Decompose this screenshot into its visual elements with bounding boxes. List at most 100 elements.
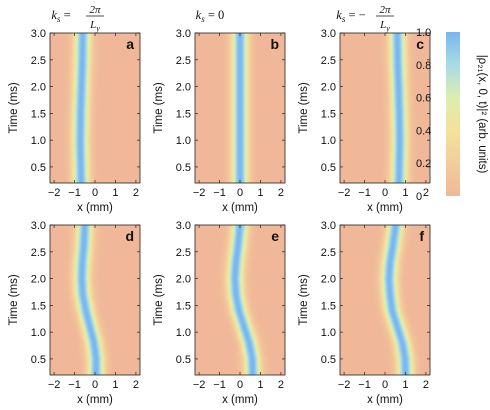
- panel-letter: a: [126, 36, 134, 52]
- y-axis-label: Time (ms): [298, 274, 310, 325]
- fraction-numerator: 2π: [379, 4, 391, 16]
- x-tick-label: −2: [338, 187, 351, 199]
- panel-b: b −2 −1 0 1 2 0.5 1.0 1.5 2.0 2.5 3.0 x (mm) Time (ms…: [153, 28, 286, 214]
- y-tick-label: 1.5: [321, 108, 336, 120]
- x-tick-label: 0: [237, 187, 243, 199]
- x-axis-label: x (mm): [77, 394, 113, 406]
- panel-f: f −2 −1 0 1 2 0.5 1.0 1.5 2.0 2.5 3.0 x (mm) Time (ms…: [298, 220, 431, 406]
- y-tick-label: 1.5: [31, 108, 46, 120]
- x-tick-label: 1: [257, 187, 263, 199]
- y-tick-label: 0.5: [321, 354, 336, 366]
- panel-letter: d: [125, 228, 134, 244]
- x-axis-label: x (mm): [222, 394, 258, 406]
- x-tick-label: 1: [402, 187, 408, 199]
- heatmap-cells: [50, 33, 140, 183]
- x-tick-label: 0: [92, 187, 98, 199]
- y-axis-label: Time (ms): [8, 274, 20, 325]
- y-tick-label: 2.0: [176, 82, 191, 94]
- y-tick-label: 2.5: [31, 55, 46, 67]
- y-tick-label: 1.5: [31, 300, 46, 312]
- panel-letter: f: [419, 228, 424, 244]
- x-axis-label: x (mm): [77, 202, 113, 214]
- y-tick-label: 1.5: [176, 108, 191, 120]
- heatmap-cells: [195, 33, 285, 183]
- x-tick-label: 0: [382, 379, 388, 391]
- y-tick-label: 3.0: [321, 28, 336, 40]
- column-header: ks = 2π Ly: [51, 4, 104, 33]
- y-tick-label: 2.5: [321, 247, 336, 259]
- x-tick-label: 1: [402, 379, 408, 391]
- y-tick-label: 2.0: [321, 82, 336, 94]
- colorbar-tick-label: 0.8: [416, 60, 431, 72]
- y-axis-label: Time (ms): [153, 274, 165, 325]
- x-tick-label: 0: [237, 379, 243, 391]
- panel-letter: c: [416, 36, 424, 52]
- fraction-numerator: 2π: [89, 4, 101, 16]
- column-header: ks = 0: [196, 8, 225, 24]
- heatmap-cells: [50, 225, 140, 375]
- y-tick-label: 2.0: [176, 274, 191, 286]
- colorbar-tick-label: 0: [416, 191, 422, 203]
- x-tick-label: −1: [358, 379, 371, 391]
- y-tick-label: 3.0: [31, 220, 46, 232]
- fraction-denominator: Ly: [89, 19, 100, 33]
- y-tick-label: 1.5: [176, 300, 191, 312]
- y-axis-label: Time (ms): [298, 82, 310, 133]
- panel-letter: b: [270, 36, 279, 52]
- y-tick-label: 0.5: [31, 354, 46, 366]
- x-tick-label: 2: [423, 379, 429, 391]
- y-tick-label: 1.0: [176, 135, 191, 147]
- column-header-label: ks = 0: [196, 8, 225, 24]
- x-tick-label: −1: [68, 379, 81, 391]
- panel-d: d −2 −1 0 1 2 0.5 1.0 1.5 2.0 2.5 3.0 x (mm) Time (ms…: [8, 220, 141, 406]
- x-axis-label: x (mm): [367, 394, 403, 406]
- x-tick-label: −2: [48, 379, 61, 391]
- x-tick-label: −1: [358, 187, 371, 199]
- colorbar-tick-label: 0.2: [416, 158, 431, 170]
- x-tick-label: −2: [338, 379, 351, 391]
- y-tick-label: 2.5: [176, 55, 191, 67]
- x-tick-label: −1: [213, 379, 226, 391]
- x-tick-label: −1: [68, 187, 81, 199]
- column-header-label: ks = −: [336, 8, 365, 24]
- x-tick-label: −2: [48, 187, 61, 199]
- x-tick-label: 2: [423, 187, 429, 199]
- fraction-denominator: Ly: [379, 19, 390, 33]
- y-tick-label: 2.5: [321, 55, 336, 67]
- x-tick-label: 1: [112, 379, 118, 391]
- heatmap-cells: [340, 225, 430, 375]
- colorbar-label: |ρ₂₁(x, 0, t)|² (arb. units): [476, 55, 488, 174]
- y-axis-label: Time (ms): [153, 82, 165, 133]
- x-tick-label: 2: [133, 379, 139, 391]
- column-header: ks = − 2π Ly: [336, 4, 394, 33]
- colorbar-tick-label: 0.6: [416, 93, 431, 105]
- panel-a: a −2 −1 0 1 2 0.5 1.0 1.5 2.0 2.5 3.0 x (mm) Time (ms…: [8, 28, 141, 214]
- colorbar-tick-label: 0.4: [416, 125, 431, 137]
- x-tick-label: 0: [92, 379, 98, 391]
- y-tick-label: 1.0: [31, 135, 46, 147]
- panel-c: c−2 −1 0 1 20.51.01.52.02.53.0x (mm)Time (ms…: [298, 28, 431, 214]
- heatmap-cells: [195, 225, 285, 375]
- y-tick-label: 3.0: [31, 28, 46, 40]
- x-tick-label: 0: [382, 187, 388, 199]
- x-axis-label: x (mm): [222, 202, 258, 214]
- y-tick-label: 3.0: [176, 220, 191, 232]
- colorbar-gradient: [446, 32, 460, 196]
- y-tick-label: 2.0: [31, 274, 46, 286]
- panel-grid: a−2 −1 0 1 20.51.01.52.02.53.0x (mm)Time (ms…: [8, 28, 431, 406]
- colorbar-ticks: 1.0 0.8 0.6 0.4 0.2 0: [416, 27, 431, 203]
- x-tick-label: 2: [278, 187, 284, 199]
- heatmap-cells: [340, 33, 430, 183]
- y-tick-label: 2.0: [31, 82, 46, 94]
- y-tick-label: 0.5: [321, 162, 336, 174]
- y-tick-label: 2.5: [176, 247, 191, 259]
- y-axis-label: Time (ms): [8, 82, 20, 133]
- y-tick-label: 0.5: [31, 162, 46, 174]
- x-tick-label: −1: [213, 187, 226, 199]
- y-tick-label: 1.0: [31, 327, 46, 339]
- y-tick-label: 3.0: [321, 220, 336, 232]
- x-axis-label: x (mm): [367, 202, 403, 214]
- y-tick-label: 1.5: [321, 300, 336, 312]
- y-tick-label: 0.5: [176, 354, 191, 366]
